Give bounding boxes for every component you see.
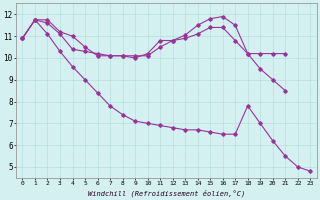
X-axis label: Windchill (Refroidissement éolien,°C): Windchill (Refroidissement éolien,°C) xyxy=(88,189,245,197)
